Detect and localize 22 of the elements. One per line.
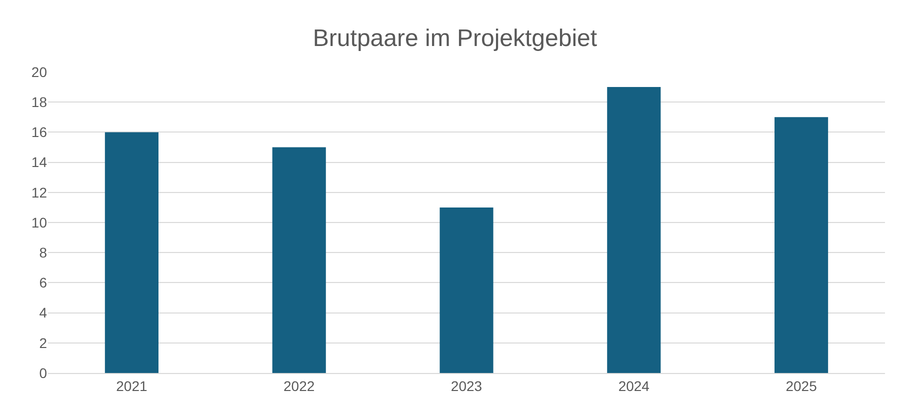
chart-title: Brutpaare im Projektgebiet bbox=[312, 25, 598, 52]
x-tick-label: 2022 bbox=[284, 378, 315, 394]
y-tick-label: 6 bbox=[39, 274, 48, 291]
y-tick-label: 10 bbox=[31, 214, 48, 230]
x-tick-label: 2023 bbox=[450, 378, 482, 394]
y-tick-label: 20 bbox=[31, 64, 48, 80]
x-tick-label: 2024 bbox=[618, 378, 650, 394]
y-tick-label: 12 bbox=[31, 184, 48, 200]
y-tick-label: 14 bbox=[31, 154, 48, 170]
y-tick-label: 0 bbox=[39, 364, 48, 381]
y-tick-label: 8 bbox=[39, 244, 48, 260]
bar bbox=[607, 87, 661, 373]
bar bbox=[440, 207, 494, 373]
y-tick-label: 18 bbox=[31, 94, 48, 110]
bar bbox=[104, 132, 158, 373]
bar bbox=[272, 147, 326, 373]
x-tick-label: 2025 bbox=[786, 378, 818, 394]
y-tick-label: 2 bbox=[39, 334, 48, 351]
y-tick-label: 16 bbox=[31, 124, 48, 140]
y-tick-label: 4 bbox=[39, 304, 48, 321]
bar bbox=[774, 117, 828, 373]
x-tick-label: 2021 bbox=[116, 378, 148, 394]
